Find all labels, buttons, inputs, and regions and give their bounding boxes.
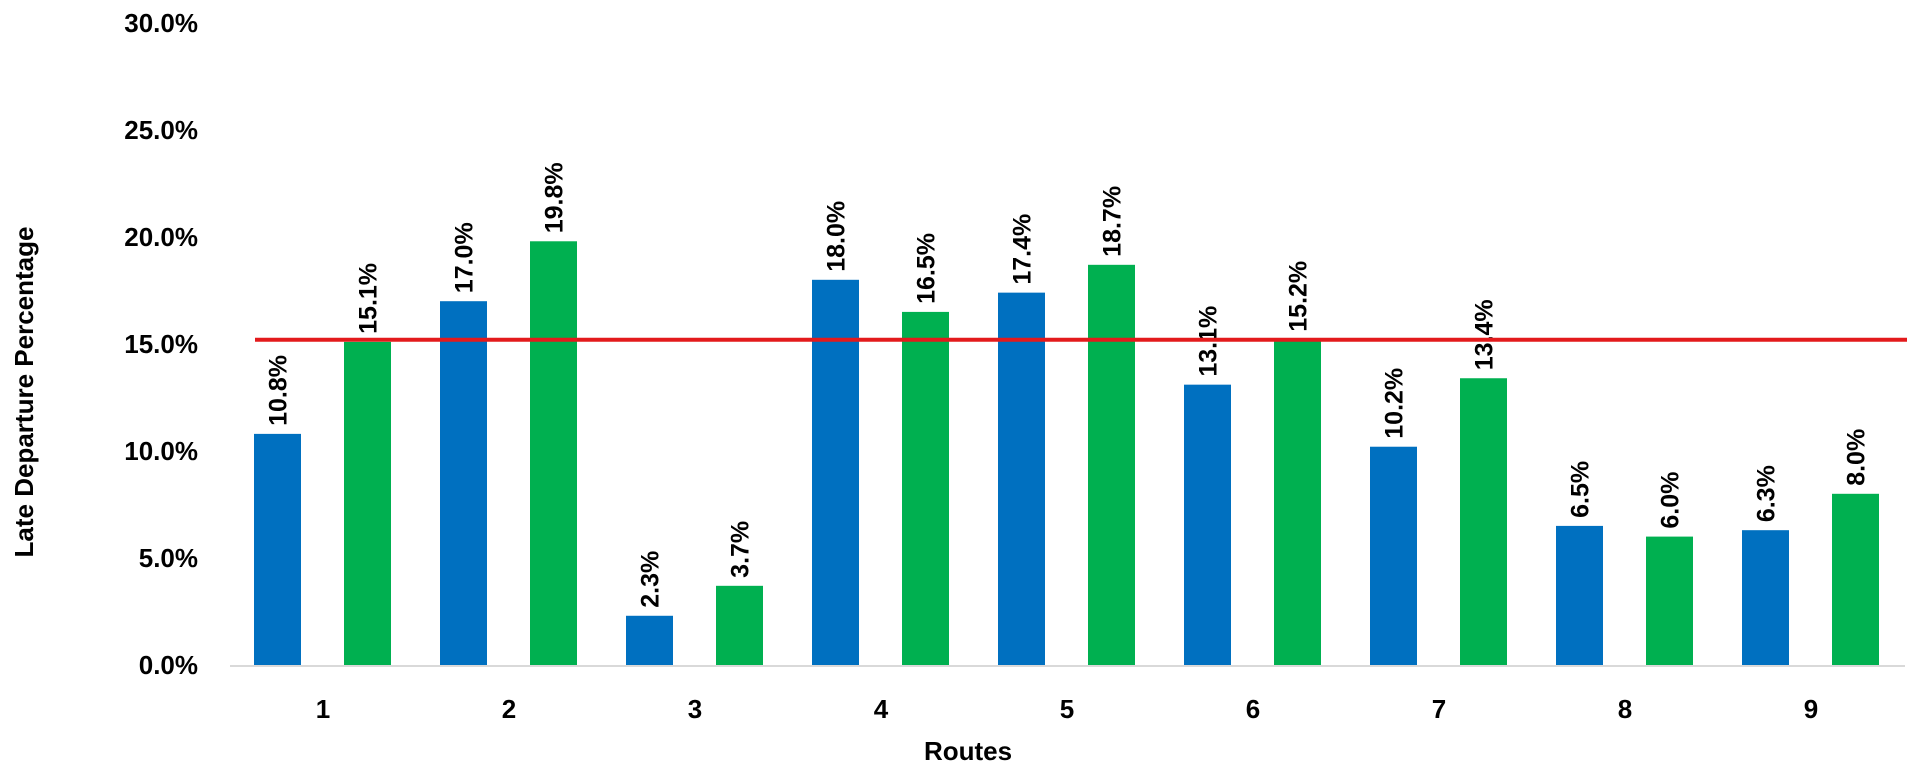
- data-label: 16.5%: [913, 233, 941, 304]
- bar: [1832, 493, 1879, 665]
- data-label: 6.5%: [1567, 461, 1595, 518]
- bar: [1184, 384, 1231, 665]
- data-label: 8.0%: [1843, 429, 1871, 486]
- bar: [1646, 536, 1693, 665]
- x-category-label: 5: [1060, 694, 1074, 724]
- data-label: 6.0%: [1657, 472, 1685, 529]
- bar: [1556, 525, 1603, 665]
- data-label: 17.0%: [451, 222, 479, 293]
- bar: [530, 241, 577, 665]
- bar: [254, 433, 301, 665]
- bar: [626, 615, 673, 665]
- y-axis-title: Late Departure Percentage: [9, 227, 39, 558]
- y-tick-label: 30.0%: [124, 8, 198, 38]
- bar: [1460, 378, 1507, 665]
- data-label: 15.1%: [355, 263, 383, 334]
- bar: [344, 341, 391, 665]
- bar: [812, 279, 859, 665]
- x-category-label: 7: [1432, 694, 1446, 724]
- bar: [998, 292, 1045, 665]
- data-label: 13.4%: [1471, 299, 1499, 370]
- x-axis-title: Routes: [924, 736, 1012, 766]
- data-label: 6.3%: [1753, 465, 1781, 522]
- bar-marks: [254, 241, 1879, 665]
- bar: [440, 301, 487, 665]
- bar: [1370, 446, 1417, 665]
- data-label: 18.7%: [1099, 186, 1127, 257]
- y-tick-label: 25.0%: [124, 115, 198, 145]
- bar: [902, 311, 949, 665]
- x-category-label: 2: [502, 694, 516, 724]
- x-axis-categories: 1 2 3 4 5 6 7 8 9: [316, 694, 1818, 724]
- x-category-label: 8: [1618, 694, 1632, 724]
- bar: [716, 585, 763, 665]
- data-label: 19.8%: [541, 162, 569, 233]
- data-label: 18.0%: [823, 201, 851, 272]
- x-category-label: 3: [688, 694, 702, 724]
- x-category-label: 9: [1804, 694, 1818, 724]
- data-label: 15.2%: [1285, 261, 1313, 332]
- bar: [1742, 530, 1789, 665]
- data-label: 2.3%: [637, 551, 665, 608]
- data-label: 10.8%: [265, 355, 293, 426]
- x-category-label: 6: [1246, 694, 1260, 724]
- bar: [1088, 264, 1135, 665]
- y-tick-label: 5.0%: [139, 543, 198, 573]
- data-label: 10.2%: [1381, 368, 1409, 439]
- data-label: 3.7%: [727, 521, 755, 578]
- y-tick-label: 0.0%: [139, 650, 198, 680]
- y-tick-label: 20.0%: [124, 222, 198, 252]
- x-category-label: 4: [874, 694, 889, 724]
- x-category-label: 1: [316, 694, 330, 724]
- y-axis-ticks: 0.0% 5.0% 10.0% 15.0% 20.0% 25.0% 30.0%: [124, 8, 198, 680]
- y-tick-label: 10.0%: [124, 436, 198, 466]
- data-labels: 10.8%17.0%2.3%18.0% 17.4%13.1%10.2%6.5% 6.…: [265, 162, 1871, 607]
- data-label: 17.4%: [1009, 214, 1037, 285]
- bar: [1274, 339, 1321, 665]
- y-tick-label: 15.0%: [124, 329, 198, 359]
